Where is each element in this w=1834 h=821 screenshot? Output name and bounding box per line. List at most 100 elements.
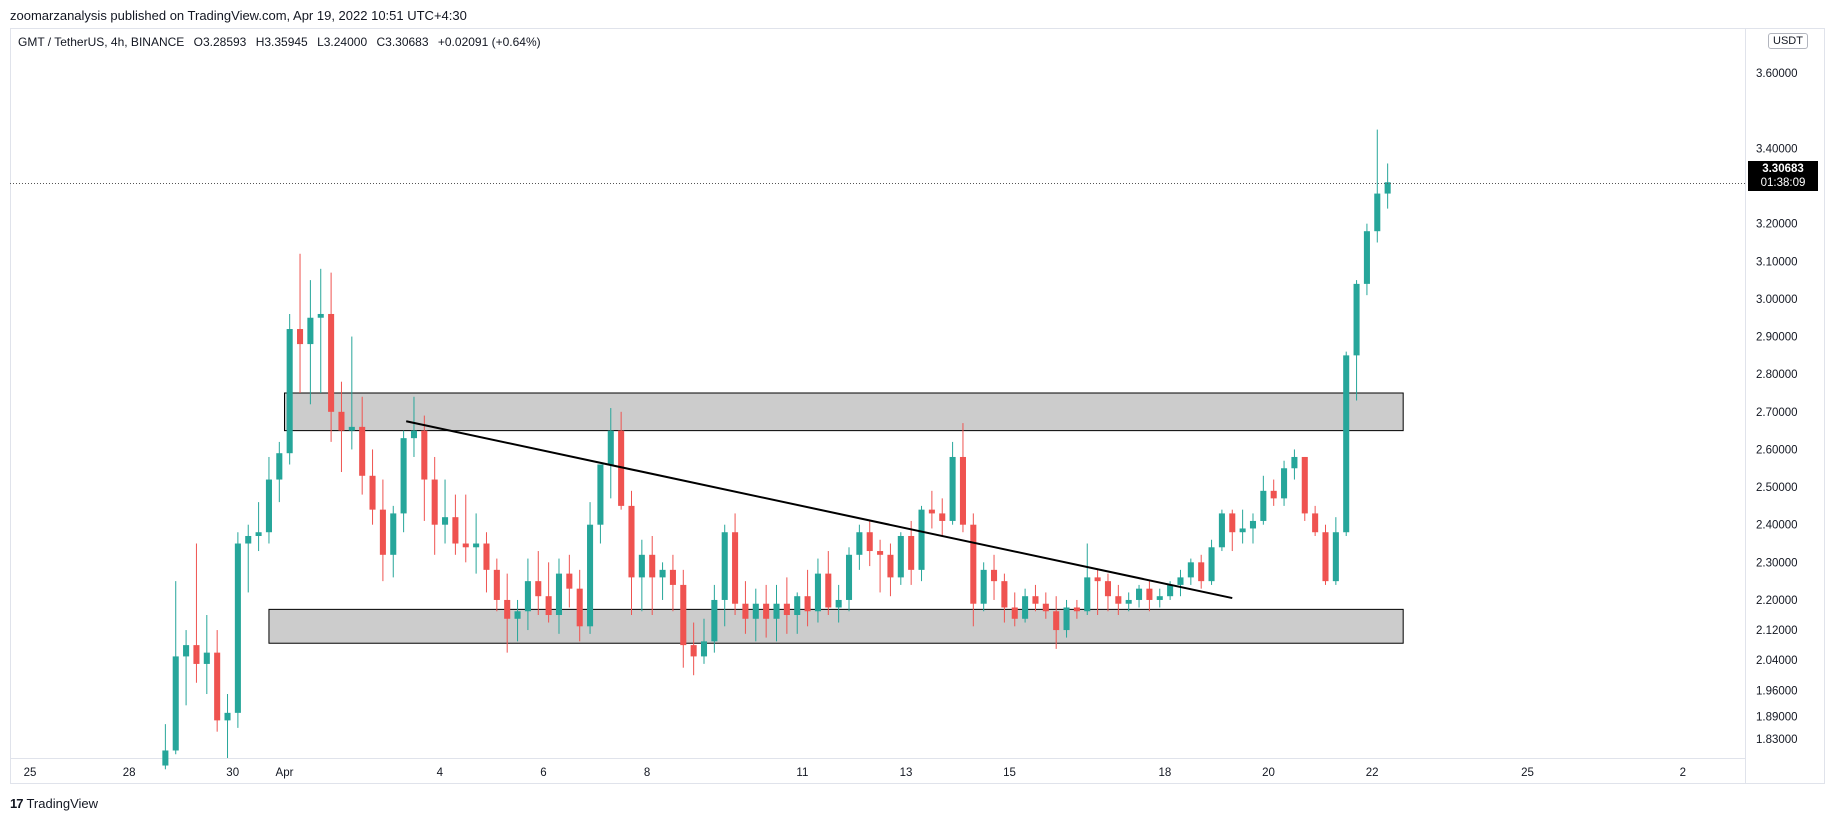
candle — [1063, 599, 1070, 638]
candle — [1353, 280, 1360, 401]
candle-body — [193, 645, 200, 664]
candle — [1177, 569, 1184, 597]
candle-body — [307, 317, 314, 345]
chart-frame[interactable] — [10, 28, 1825, 784]
candle — [1073, 599, 1080, 619]
currency-button[interactable]: USDT — [1768, 33, 1808, 49]
candle-body — [410, 430, 417, 439]
candle — [887, 543, 894, 597]
candle-body — [1011, 607, 1018, 619]
candle-body — [1022, 596, 1029, 619]
candle — [1281, 460, 1288, 506]
candle — [203, 615, 210, 695]
x-tick-label: 25 — [24, 767, 37, 779]
candle — [721, 524, 728, 627]
candle-body — [338, 411, 345, 431]
candle — [265, 456, 272, 544]
candle-body — [1053, 611, 1060, 631]
candle-body — [379, 509, 386, 555]
candle — [587, 502, 594, 634]
candle — [1312, 505, 1319, 536]
candle-body — [690, 645, 697, 657]
candle-body — [348, 426, 355, 431]
candle — [317, 268, 324, 393]
candle-body — [835, 599, 842, 608]
candle-body — [555, 573, 563, 616]
bar-countdown: 01:38:09 — [1760, 177, 1806, 189]
candle — [224, 694, 231, 758]
candle-body — [1125, 599, 1132, 604]
candle-body — [887, 554, 894, 578]
candle — [162, 724, 169, 770]
candle-body — [1260, 490, 1267, 521]
candle-body — [866, 532, 873, 552]
candle-body — [452, 517, 459, 544]
candle — [628, 490, 635, 616]
candle — [897, 532, 904, 585]
candle-body — [939, 513, 946, 521]
candle-body — [763, 603, 770, 619]
candle-body — [1384, 182, 1391, 194]
candle-body — [1291, 456, 1298, 469]
candle — [390, 505, 397, 578]
candle-body — [1208, 547, 1215, 582]
candle — [959, 423, 966, 533]
candle — [431, 456, 438, 555]
x-tick-label: 28 — [123, 767, 136, 779]
candle — [845, 547, 853, 612]
candle — [939, 498, 946, 536]
candle — [369, 449, 376, 525]
candle — [597, 464, 604, 544]
candle-body — [928, 509, 935, 514]
y-tick-label: 2.90000 — [1756, 332, 1798, 344]
candle-body — [255, 532, 262, 536]
candle-body — [286, 329, 293, 454]
candle-body — [297, 329, 304, 345]
candle-body — [1167, 584, 1174, 597]
y-tick-label: 3.20000 — [1756, 219, 1798, 231]
y-tick-label: 3.40000 — [1756, 143, 1798, 155]
candle — [307, 280, 314, 405]
candle — [338, 381, 345, 473]
candle-body — [1218, 513, 1225, 548]
candle — [1343, 351, 1350, 536]
candle — [234, 532, 241, 728]
candle — [442, 479, 449, 544]
candle — [1146, 581, 1153, 612]
candle-body — [1187, 562, 1194, 578]
candle — [286, 313, 293, 465]
footer-brand[interactable]: TradingView — [26, 796, 99, 811]
candle — [1291, 449, 1298, 480]
candle — [1239, 509, 1246, 544]
y-tick-label: 3.10000 — [1756, 256, 1798, 268]
candle-body — [473, 543, 480, 548]
candle — [1084, 543, 1091, 616]
candle-body — [814, 573, 821, 612]
descending-trendline[interactable] — [405, 420, 1233, 600]
y-tick-label: 2.70000 — [1756, 407, 1798, 419]
candle-body — [504, 599, 511, 619]
candle — [866, 520, 873, 567]
support-zone[interactable] — [268, 608, 1404, 644]
y-tick-label: 1.89000 — [1756, 712, 1798, 724]
publisher-header: zoomarzanalysis published on TradingView… — [10, 8, 467, 23]
x-tick-label: 4 — [437, 767, 444, 779]
candle — [1115, 584, 1122, 616]
footer: 17 TradingView — [10, 796, 98, 811]
candle-body — [421, 430, 428, 480]
candle — [297, 253, 304, 393]
candle-body — [1136, 588, 1143, 600]
candle-body — [172, 656, 179, 751]
tradingview-logo-icon[interactable]: 17 — [10, 796, 24, 811]
candle — [1042, 592, 1049, 619]
time-axis: 25 28 30 Apr 4 6 8 11 13 15 18 20 22 25 2 — [24, 767, 1686, 779]
candle — [649, 535, 656, 616]
candle-body — [1032, 596, 1039, 604]
candle-body — [442, 517, 449, 525]
resistance-zone[interactable] — [283, 392, 1404, 432]
symbol-info[interactable]: GMT / TetherUS, 4h, BINANCE — [18, 35, 185, 49]
y-tick-label: 2.80000 — [1756, 369, 1798, 381]
candle — [690, 622, 697, 676]
candle-body — [276, 453, 283, 480]
